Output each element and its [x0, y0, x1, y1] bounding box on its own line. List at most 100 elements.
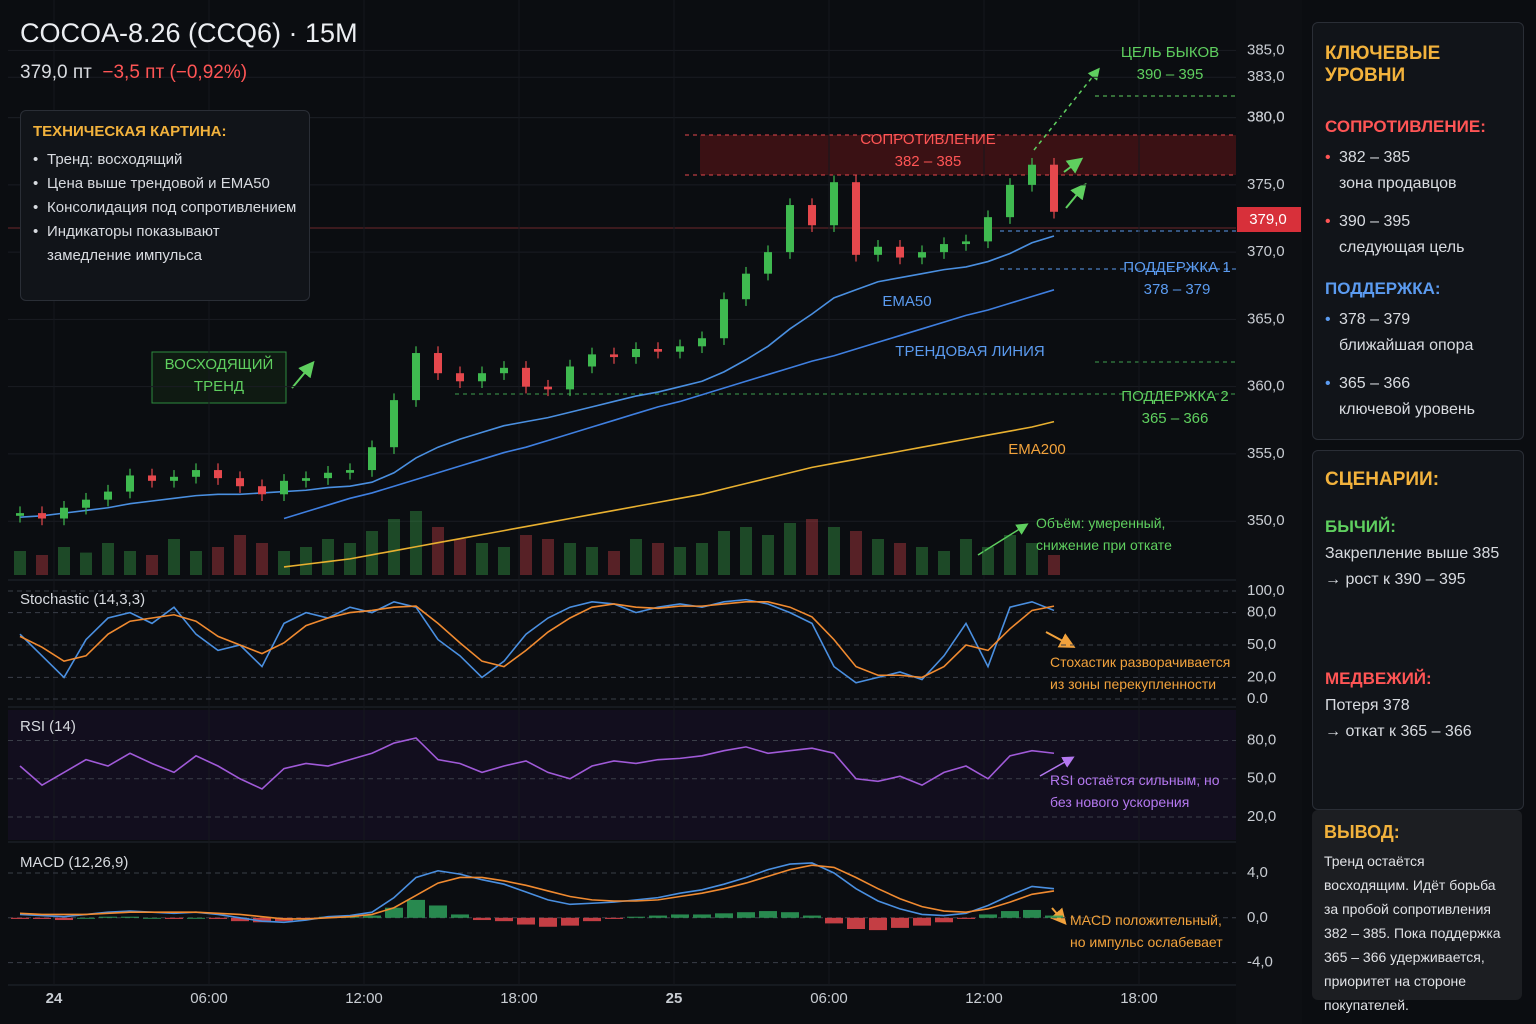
series-line — [19, 737, 1055, 790]
volume-bar — [58, 547, 70, 575]
bull-target-title: ЦЕЛЬ БЫКОВ — [1120, 44, 1220, 61]
pane-title: RSI (14) — [20, 718, 76, 735]
candle-body — [500, 367, 508, 374]
candle-body — [104, 491, 112, 500]
uptrend-box — [151, 351, 287, 404]
arrow — [1065, 182, 1087, 209]
bull-line: → рост к 390 – 395 — [1325, 571, 1466, 588]
volume-bar — [630, 539, 642, 575]
volume-bar — [300, 547, 312, 575]
arrow — [977, 523, 1029, 556]
histogram-bar — [231, 917, 249, 922]
volume-bar — [498, 547, 510, 575]
volume-bar — [740, 527, 752, 575]
candle-body — [786, 205, 794, 253]
histogram-bar — [429, 905, 447, 918]
rsi-note: RSI остаётся сильным, но без нового уско… — [1050, 772, 1220, 810]
pane: 100,0 80,0 50,0 20,0 0.0 — [8, 582, 1285, 707]
histogram-bar — [605, 917, 623, 919]
arrow — [1039, 756, 1075, 777]
volume-bar — [652, 543, 664, 575]
histogram-bar — [495, 917, 513, 922]
candle-body — [522, 367, 530, 387]
series-line — [19, 235, 1055, 518]
candle-body — [720, 299, 728, 339]
pane: 385,0383,0380,0380,0375,0370,0365,0360,0… — [8, 0, 1285, 1007]
y-tick-label: 50,0 — [1247, 636, 1276, 653]
level-item: 390 – 395 следующая цель — [1325, 209, 1511, 261]
y-tick-label: 0,0 — [1247, 909, 1268, 926]
tech-item: Тренд: восходящий — [33, 148, 297, 172]
resistance-title: СОПРОТИВЛЕНИЕ — [860, 131, 996, 148]
volume-bar — [982, 547, 994, 575]
histogram-bar — [803, 915, 821, 918]
level-item: 382 – 385 зона продавцов — [1325, 145, 1511, 197]
y-tick-label: 350,0 — [1247, 512, 1285, 529]
histogram-bar — [759, 911, 777, 918]
candle-body — [478, 373, 486, 382]
candle-body — [588, 354, 596, 367]
histogram-bar — [55, 917, 73, 921]
volume-bar — [278, 551, 290, 575]
conclusion-panel: ВЫВОД: Тренд остаётся восходящим. Идёт б… — [1312, 810, 1522, 1013]
candle-body — [984, 217, 992, 242]
volume-bar — [212, 547, 224, 575]
x-tick-label: 12:00 — [345, 990, 383, 1007]
title: COCOA-8.26 (CCQ6) · 15M — [20, 18, 358, 48]
level: 365 – 366 — [1339, 375, 1411, 392]
histogram-bar — [561, 917, 579, 926]
levels-title: КЛЮЧЕВЫЕ УРОВНИ — [1325, 43, 1441, 86]
histogram-bar — [165, 917, 183, 919]
candle-body — [654, 349, 662, 352]
histogram-bar — [187, 917, 205, 919]
series-line — [19, 598, 1055, 684]
price-tag-bg — [1237, 207, 1301, 232]
candle-body — [544, 386, 552, 390]
histogram-bar — [451, 914, 469, 918]
volume-bar — [850, 531, 862, 575]
histogram-bar — [627, 916, 645, 918]
y-tick-label: 355,0 — [1247, 445, 1285, 462]
volume-bar — [476, 543, 488, 575]
change: −3,5 пт (−0,92%) — [102, 62, 248, 83]
candle-body — [16, 513, 24, 516]
histogram-bar — [825, 917, 843, 924]
histogram-bar — [209, 917, 227, 919]
candle-body — [698, 338, 706, 347]
volume-bar — [190, 551, 202, 575]
histogram-bar — [935, 917, 953, 923]
volume-bar — [366, 531, 378, 575]
level-note: следующая цель — [1339, 239, 1465, 256]
y-tick-label: 380,0 — [1247, 109, 1285, 126]
level-item: 378 – 379 ближайшая опора — [1325, 307, 1511, 359]
volume-bar — [410, 511, 422, 575]
arrow — [291, 360, 315, 389]
y-tick-label: 100,0 — [1247, 582, 1285, 599]
candle-body — [434, 353, 442, 374]
histogram-bar — [649, 915, 667, 918]
volume-note: Объём: умеренный, снижение при откате — [1036, 515, 1172, 553]
candle-body — [830, 182, 838, 226]
rsi-bg — [8, 710, 1236, 840]
volume-bar — [520, 535, 532, 575]
histogram-bar — [913, 917, 931, 926]
bear-title: МЕДВЕЖИЙ: — [1325, 669, 1432, 688]
candle-body — [742, 273, 750, 300]
volume-bar — [322, 539, 334, 575]
bull-title: БЫЧИЙ: — [1325, 517, 1396, 536]
res-list: 382 – 385 зона продавцов 390 – 395 следующа… — [1325, 145, 1511, 261]
arrow — [1033, 67, 1100, 151]
level: 382 – 385 — [1339, 149, 1411, 166]
candle-body — [302, 478, 310, 481]
tech-list: Тренд: восходящийЦена выше трендовой и E… — [33, 148, 297, 268]
candle-body — [456, 373, 464, 382]
volume-bar — [256, 543, 268, 575]
candle-body — [192, 470, 200, 477]
pane-title: Stochastic (14,3,3) — [20, 591, 145, 608]
candle-body — [962, 241, 970, 245]
y-tick-label: -4,0 — [1247, 954, 1273, 971]
candle-body — [676, 346, 684, 352]
conclusion-text: Тренд остаётся восходящим. Идёт борьба з… — [1324, 853, 1501, 1013]
histogram-bar — [363, 915, 381, 918]
support2-label: ПОДДЕРЖКА 2 365 – 366 — [1110, 386, 1240, 430]
